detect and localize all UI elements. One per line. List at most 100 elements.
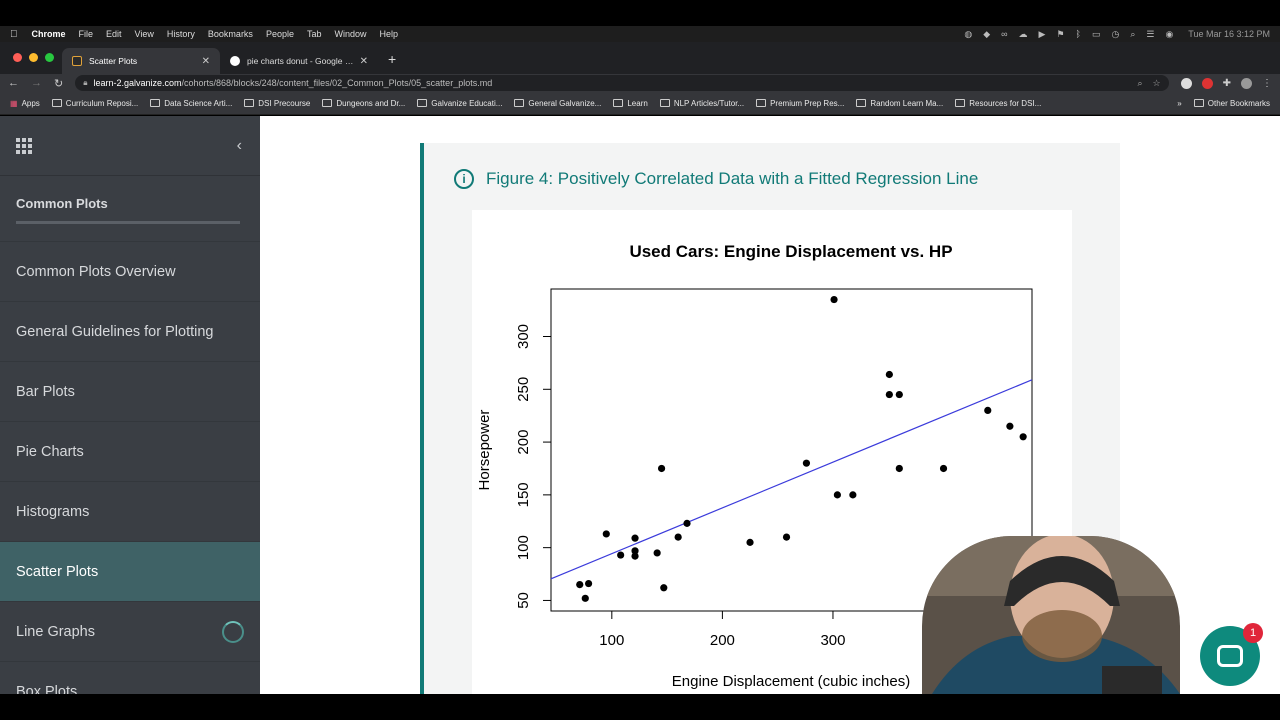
puzzle-icon[interactable]: ✚ <box>1222 77 1231 89</box>
sidebar-item-common-plots-overview[interactable]: Common Plots Overview <box>0 241 260 301</box>
menu-edit[interactable]: Edit <box>98 29 122 39</box>
browser-toolbar: ← → ↻ 🔒︎ learn-2.galvanize.com /cohorts/… <box>0 74 1280 92</box>
bookmark-folder[interactable]: Random Learn Ma... <box>856 99 943 108</box>
data-point <box>660 584 668 592</box>
section-title: Common Plots <box>16 196 108 211</box>
bookmark-label: Learn <box>627 98 648 108</box>
menu-help[interactable]: Help <box>372 29 399 39</box>
bookmark-folder[interactable]: Galvanize Educati... <box>417 99 502 108</box>
battery-icon[interactable]: ▭ <box>1091 28 1101 39</box>
menu-file[interactable]: File <box>71 29 94 39</box>
menu-window[interactable]: Window <box>326 29 366 39</box>
sidebar-item-box-plots[interactable]: Box Plots <box>0 661 260 694</box>
bookmark-folder[interactable]: DSI Precourse <box>244 99 310 108</box>
bookmark-label: NLP Articles/Tutor... <box>673 98 745 108</box>
cloud-icon[interactable]: ☁ <box>1018 28 1028 39</box>
bookmark-folder[interactable]: General Galvanize... <box>514 99 601 108</box>
collapse-sidebar-icon[interactable]: ‹ <box>236 136 242 154</box>
status-icons: ◍ ◆ ∞ ☁ ▶ ⚑ ᛒ ▭ ◷ ⌕ ☰ ◉ Tue Mar 16 3:12 … <box>964 29 1270 40</box>
close-window-button[interactable] <box>13 53 22 62</box>
new-tab-icon[interactable]: + <box>388 51 397 67</box>
folder-icon <box>514 99 525 107</box>
data-point <box>576 581 584 589</box>
x-tick-label: 300 <box>820 632 845 649</box>
omnibox-actions: ⌕ ☆ <box>1137 78 1160 89</box>
bookmark-apps[interactable]: ▦ Apps <box>10 99 40 108</box>
sidebar-item-line-graphs[interactable]: Line Graphs <box>0 601 260 661</box>
bookmark-label: Curriculum Reposi... <box>65 98 139 108</box>
menubar-clock[interactable]: Tue Mar 16 3:12 PM <box>1188 29 1270 39</box>
bookmark-folder[interactable]: Dungeons and Dr... <box>322 99 405 108</box>
bookmark-folder[interactable]: NLP Articles/Tutor... <box>659 98 745 108</box>
spotlight-icon[interactable]: ⌕ <box>1130 28 1136 39</box>
y-axis-label: Horsepower <box>476 410 493 491</box>
bluetooth-icon[interactable]: ᛒ <box>1075 29 1081 39</box>
close-tab-icon[interactable]: ✕ <box>359 55 368 67</box>
glasses-icon[interactable]: ∞ <box>1001 29 1008 39</box>
extension-s-icon[interactable] <box>1180 77 1192 89</box>
course-sidebar: ‹ Common Plots Common Plots Overview Gen… <box>0 116 260 694</box>
address-bar[interactable]: 🔒︎ learn-2.galvanize.com /cohorts/868/bl… <box>75 75 1169 91</box>
bookmark-label: Apps <box>21 98 40 108</box>
app-grid-icon[interactable] <box>16 137 32 154</box>
data-point <box>782 533 791 541</box>
sidebar-item-general-guidelines[interactable]: General Guidelines for Plotting <box>0 301 260 361</box>
data-point <box>802 459 811 467</box>
menu-view[interactable]: View <box>127 29 154 39</box>
bookmark-other[interactable]: Other Bookmarks <box>1193 99 1270 108</box>
menu-tab[interactable]: Tab <box>299 29 322 39</box>
sidebar-item-label: Pie Charts <box>16 443 84 460</box>
minimize-window-button[interactable] <box>29 53 38 62</box>
data-point <box>895 390 903 399</box>
tab-label: pie charts donut - Google Sear <box>247 56 354 66</box>
bookmark-folder[interactable]: Resources for DSI... <box>955 99 1041 108</box>
scatter-chart: Used Cars: Engine Displacement vs. HP 10… <box>476 242 1033 690</box>
play-icon[interactable]: ▶ <box>1038 28 1046 39</box>
sidebar-item-label: Histograms <box>16 503 90 520</box>
bookmarks-overflow[interactable]: » <box>1177 99 1181 108</box>
lock-icon[interactable]: 🔒︎ <box>83 78 88 87</box>
reload-icon[interactable]: ↻ <box>54 77 64 90</box>
bookmark-folder[interactable]: Curriculum Reposi... <box>51 98 139 108</box>
bookmark-folder[interactable]: Data Science Arti... <box>150 99 232 108</box>
apple-menu-icon[interactable]:  <box>10 29 18 40</box>
data-point <box>674 533 682 541</box>
sidebar-item-histograms[interactable]: Histograms <box>0 481 260 541</box>
control-center-icon[interactable]: ☰ <box>1146 28 1155 39</box>
bookmark-label: DSI Precourse <box>258 98 311 108</box>
globe-icon[interactable]: ◍ <box>964 28 973 39</box>
tab-google-search[interactable]: pie charts donut - Google Sear ✕ <box>220 48 378 74</box>
tab-scatter-plots[interactable]: Scatter Plots ✕ <box>62 48 220 74</box>
zoom-icon[interactable]: ⌕ <box>1137 77 1143 88</box>
sidebar-item-label: Box Plots <box>16 683 78 695</box>
profile-avatar[interactable] <box>1241 77 1252 89</box>
sidebar-item-bar-plots[interactable]: Bar Plots <box>0 361 260 421</box>
bookmark-folder[interactable]: Premium Prep Res... <box>756 99 844 108</box>
close-tab-icon[interactable]: ✕ <box>201 55 210 67</box>
forward-arrow-icon[interactable]: → <box>31 77 42 89</box>
progress-bar <box>16 221 240 224</box>
menu-bookmarks[interactable]: Bookmarks <box>200 29 253 39</box>
menu-history[interactable]: History <box>159 29 195 39</box>
time-machine-icon[interactable]: ◷ <box>1111 28 1120 39</box>
more-menu-icon[interactable]: ⋮ <box>1262 77 1272 89</box>
zoom-window-button[interactable] <box>45 53 54 62</box>
bookmark-star-icon[interactable]: ☆ <box>1152 77 1161 88</box>
loading-spinner-icon <box>222 620 244 643</box>
data-point <box>1019 433 1027 441</box>
data-points <box>576 295 1027 602</box>
sidebar-item-pie-charts[interactable]: Pie Charts <box>0 421 260 481</box>
macos-menu-bar:  Chrome File Edit View History Bookmark… <box>0 26 1280 42</box>
menu-chrome[interactable]: Chrome <box>24 29 66 39</box>
folder-icon <box>417 99 428 107</box>
siri-icon[interactable]: ◉ <box>1165 28 1174 39</box>
sidebar-item-scatter-plots[interactable]: Scatter Plots <box>0 541 260 601</box>
notification-badge: 1 <box>1243 623 1263 643</box>
menu-people[interactable]: People <box>258 29 294 39</box>
dropbox-icon[interactable]: ◆ <box>983 28 991 39</box>
bookmark-folder[interactable]: Learn <box>613 98 648 108</box>
extension-tp-icon[interactable] <box>1201 77 1213 89</box>
flag-icon[interactable]: ⚑ <box>1056 28 1065 39</box>
back-arrow-icon[interactable]: ← <box>8 77 19 89</box>
data-point <box>746 538 754 546</box>
